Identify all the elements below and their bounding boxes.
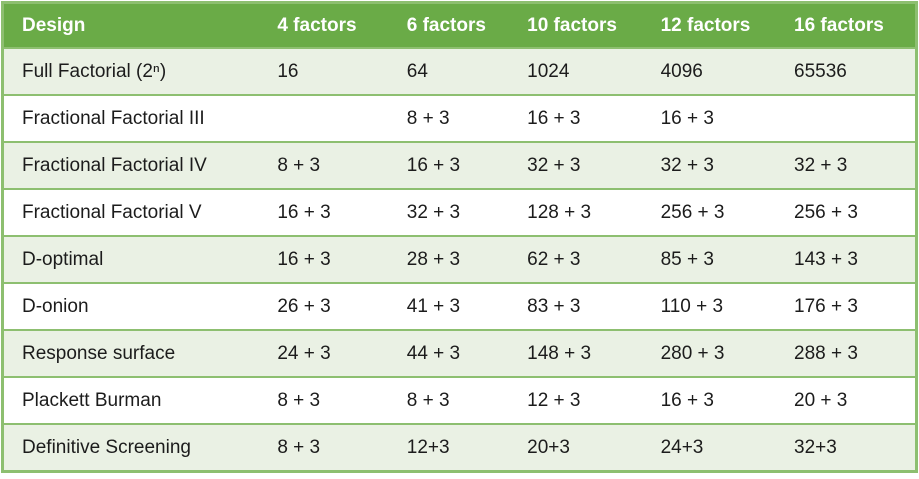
runs-value-cell: 85 + 3: [642, 235, 777, 283]
runs-value-cell: 8 + 3: [259, 376, 389, 424]
runs-value-cell: 8 + 3: [388, 94, 510, 142]
runs-value-cell: 32 + 3: [776, 141, 917, 189]
runs-value-cell: 4096: [642, 47, 777, 95]
runs-value-cell: 8 + 3: [259, 423, 389, 472]
runs-value-cell: 16 + 3: [259, 188, 389, 236]
runs-value-cell: 32 + 3: [509, 141, 643, 189]
column-header-design: Design: [2, 2, 260, 49]
runs-value-cell: 24 + 3: [259, 329, 389, 377]
table-row: Response surface 24 + 3 44 + 3 148 + 3 280 +…: [2, 329, 917, 377]
runs-value-cell: 20 + 3: [776, 376, 917, 424]
column-header-factors: 6 factors: [388, 2, 510, 49]
runs-value-cell: 128 + 3: [509, 188, 643, 236]
runs-value-cell: 64: [388, 47, 510, 95]
runs-value-cell: 288 + 3: [776, 329, 917, 377]
design-name-cell: Plackett Burman: [2, 376, 260, 424]
header-row: Design 4 factors 6 factors 10 factors 12 fac…: [2, 2, 917, 49]
table-row: Fractional Factorial III 8 + 3 16 + 3 16 + …: [2, 94, 917, 142]
runs-value-cell: 12 + 3: [509, 376, 643, 424]
runs-value-cell: 256 + 3: [776, 188, 917, 236]
runs-value-cell: 16 + 3: [509, 94, 643, 142]
runs-value-cell: 110 + 3: [642, 282, 777, 330]
table-row: Full Factorial (2ⁿ) 16 64 1024 4096 65536: [2, 47, 917, 95]
table-row: Fractional Factorial IV 8 + 3 16 + 3 32 + 3…: [2, 141, 917, 189]
runs-value-cell: 280 + 3: [642, 329, 777, 377]
design-name-cell: D-optimal: [2, 235, 260, 283]
runs-value-cell: 16 + 3: [259, 235, 389, 283]
table-body: Full Factorial (2ⁿ) 16 64 1024 4096 65536 Frac…: [2, 47, 917, 472]
table-row: Definitive Screening 8 + 3 12+3 20+3 24+3 32+…: [2, 423, 917, 472]
column-header-factors: 16 factors: [776, 2, 917, 49]
runs-value-cell: 8 + 3: [388, 376, 510, 424]
runs-value-cell: 32+3: [776, 423, 917, 472]
table-row: Fractional Factorial V 16 + 3 32 + 3 128 + …: [2, 188, 917, 236]
design-name-cell: Definitive Screening: [2, 423, 260, 472]
runs-value-cell: 16 + 3: [642, 376, 777, 424]
design-name-cell: Fractional Factorial V: [2, 188, 260, 236]
runs-value-cell: 12+3: [388, 423, 510, 472]
runs-value-cell: 65536: [776, 47, 917, 95]
runs-value-cell: 28 + 3: [388, 235, 510, 283]
runs-value-cell: 256 + 3: [642, 188, 777, 236]
design-name-cell: Response surface: [2, 329, 260, 377]
runs-value-cell: 26 + 3: [259, 282, 389, 330]
runs-value-cell: 148 + 3: [509, 329, 643, 377]
runs-value-cell: [776, 94, 917, 142]
runs-value-cell: 16 + 3: [388, 141, 510, 189]
design-name-cell: Fractional Factorial IV: [2, 141, 260, 189]
runs-value-cell: 41 + 3: [388, 282, 510, 330]
design-name-cell: D-onion: [2, 282, 260, 330]
runs-value-cell: [259, 94, 389, 142]
runs-value-cell: 1024: [509, 47, 643, 95]
runs-value-cell: 32 + 3: [388, 188, 510, 236]
design-name-cell: Fractional Factorial III: [2, 94, 260, 142]
runs-value-cell: 62 + 3: [509, 235, 643, 283]
runs-value-cell: 83 + 3: [509, 282, 643, 330]
runs-value-cell: 8 + 3: [259, 141, 389, 189]
table-row: D-onion 26 + 3 41 + 3 83 + 3 110 + 3 176 + 3: [2, 282, 917, 330]
runs-value-cell: 176 + 3: [776, 282, 917, 330]
runs-value-cell: 16 + 3: [642, 94, 777, 142]
runs-value-cell: 16: [259, 47, 389, 95]
column-header-factors: 4 factors: [259, 2, 389, 49]
runs-value-cell: 32 + 3: [642, 141, 777, 189]
column-header-factors: 10 factors: [509, 2, 643, 49]
column-header-factors: 12 factors: [642, 2, 777, 49]
runs-value-cell: 44 + 3: [388, 329, 510, 377]
design-name-cell: Full Factorial (2ⁿ): [2, 47, 260, 95]
runs-value-cell: 143 + 3: [776, 235, 917, 283]
runs-value-cell: 20+3: [509, 423, 643, 472]
runs-value-cell: 24+3: [642, 423, 777, 472]
table-row: D-optimal 16 + 3 28 + 3 62 + 3 85 + 3 143 + 3: [2, 235, 917, 283]
